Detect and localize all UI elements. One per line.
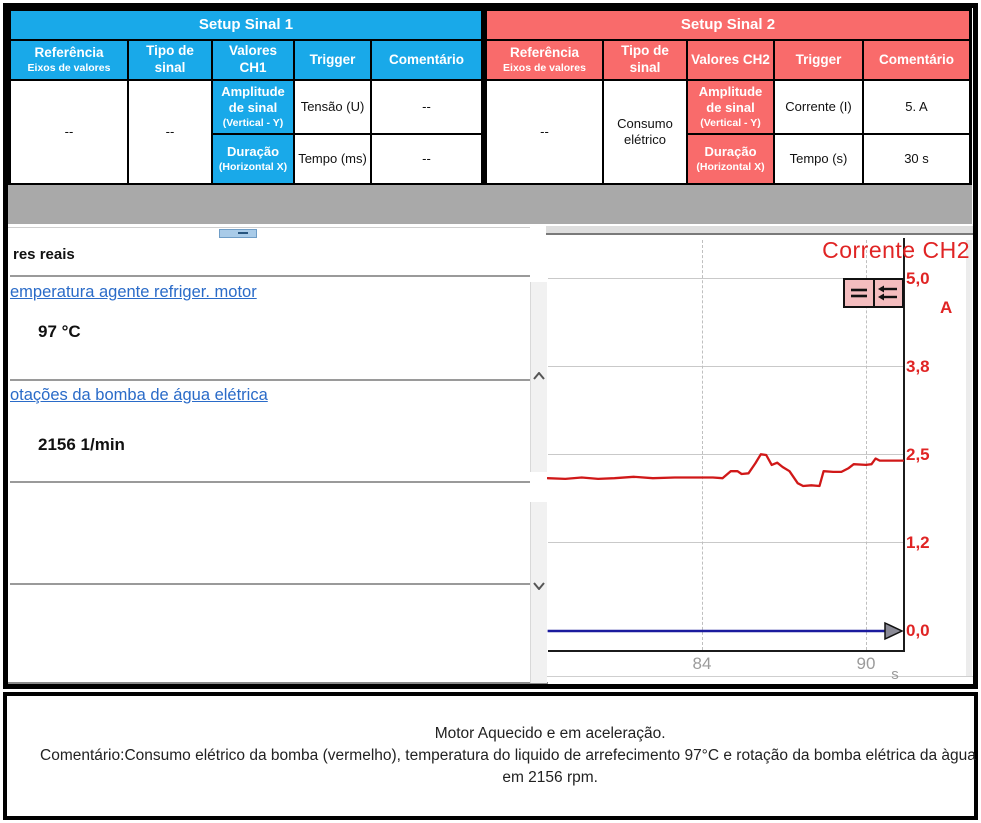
y-tick-1_2: 1,2	[906, 533, 930, 552]
y-axis-unit: A	[940, 298, 953, 317]
comment-line-3: em 2156 rpm.	[502, 769, 598, 786]
signal2-valor-duracao: 30 s	[864, 135, 969, 183]
coolant-temperature-value: 97 °C	[38, 322, 81, 341]
gridline-2_5a	[548, 454, 903, 455]
panel-separator	[10, 583, 530, 585]
signal1-ref-amplitude: Amplitude de sinal (Vertical - Y)	[213, 81, 293, 133]
panel-titlebar-fragment[interactable]	[219, 229, 257, 238]
double-left-arrows-icon	[878, 285, 898, 301]
y-tick-5: 5,0	[906, 269, 930, 288]
panel-separator	[10, 275, 530, 277]
signal2-tipo-duracao: Tempo (s)	[775, 135, 862, 183]
comment-line-2: Consumo elétrico da bomba (vermelho), te…	[124, 747, 976, 764]
signal1-header-trigger: Trigger	[295, 41, 370, 79]
signal1-comentario-value: --	[129, 81, 211, 183]
signal1-header-tipo: Tipo de sinal	[129, 41, 211, 79]
signal2-ref-amplitude: Amplitude de sinal (Vertical - Y)	[688, 81, 773, 133]
signal1-valor-amplitude: --	[372, 81, 481, 133]
x-tick-84: 84	[692, 654, 712, 673]
signal1-valor-duracao: --	[372, 135, 481, 183]
gridline-3_8a	[548, 366, 903, 367]
comment-line-1: Motor Aquecido e em aceleração.	[434, 725, 666, 742]
signal1-header-valores: Valores CH1	[213, 41, 293, 79]
zero-line-marker-arrow-icon[interactable]	[884, 621, 904, 641]
panel-bottom-border	[8, 682, 548, 684]
chart-plot	[546, 453, 905, 641]
chart-title: Corrente CH2	[822, 237, 970, 263]
signal1-header-referencia: Referência Eixos de valores	[11, 41, 127, 79]
gridline-90s	[866, 240, 867, 650]
signal2-tipo-amplitude: Corrente (I)	[775, 81, 862, 133]
gridline-5a	[548, 278, 903, 279]
y-axis-line	[903, 238, 905, 651]
horizontal-lines-icon	[850, 288, 867, 298]
signal1-trigger-value: --	[11, 81, 127, 183]
panel-heading: res reais	[13, 246, 75, 263]
gridline-84s	[702, 240, 703, 650]
setup-tables: Setup Sinal 1 Referência Eixos de valore…	[8, 8, 972, 186]
signal1-header-comentario: Comentário	[372, 41, 481, 79]
signal2-header-valores: Valores CH2	[688, 41, 773, 79]
signal1-title: Setup Sinal 1	[11, 11, 481, 39]
signal2-ref-duracao: Duração (Horizontal X)	[688, 135, 773, 183]
signal2-valor-amplitude: 5. A	[864, 81, 969, 133]
panel-separator	[10, 379, 530, 381]
x-tick-90: 90	[856, 654, 876, 673]
x-axis-line	[548, 650, 905, 652]
gridline-1_2a	[548, 542, 903, 543]
chevron-up-icon	[532, 372, 545, 380]
signal2-header-comentario: Comentário	[864, 41, 969, 79]
y-tick-2_5: 2,5	[906, 445, 930, 464]
chart-top-scroll-strip[interactable]	[546, 226, 973, 235]
signal2-header-trigger: Trigger	[775, 41, 862, 79]
scroll-down-button[interactable]	[531, 578, 546, 594]
chevron-down-icon	[532, 582, 545, 590]
panel-separator	[10, 481, 530, 483]
pan-horizontal-lines-button[interactable]	[845, 280, 873, 306]
x-axis-unit: s	[891, 666, 899, 683]
water-pump-speed-value: 2156 1/min	[38, 435, 125, 454]
chart-pan-button-group	[843, 278, 904, 308]
scroll-up-button[interactable]	[531, 368, 546, 384]
signal2-title: Setup Sinal 2	[487, 11, 969, 39]
chart-right-scroll-strip[interactable]	[966, 240, 972, 676]
y-tick-0: 0,0	[906, 621, 930, 640]
setup-signal-1-table: Setup Sinal 1 Referência Eixos de valore…	[8, 8, 484, 186]
signal2-header-referencia: Referência Eixos de valores	[487, 41, 602, 79]
signal1-ref-duracao: Duração (Horizontal X)	[213, 135, 293, 183]
gray-divider-bar	[8, 185, 972, 224]
chart-bottom-border	[546, 676, 973, 677]
coolant-temperature-link[interactable]: emperatura agente refriger. motor	[10, 283, 257, 301]
signal2-comentario-value: Consumo elétrico	[604, 81, 686, 183]
signal1-tipo-duracao: Tempo (ms)	[295, 135, 370, 183]
panel-scrollbar-thumb-gap[interactable]	[530, 472, 547, 502]
comment-text: Motor Aquecido e em aceleração. Consumo …	[124, 723, 981, 789]
y-tick-3_8: 3,8	[906, 357, 930, 376]
pan-left-arrows-button[interactable]	[874, 280, 902, 306]
water-pump-speed-link[interactable]: otações da bomba de água elétrica	[10, 386, 268, 404]
setup-signal-2-table: Setup Sinal 2 Referência Eixos de valore…	[484, 8, 972, 186]
comment-box: Comentário: Motor Aquecido e em aceleraç…	[3, 692, 978, 820]
signal2-header-tipo: Tipo de sinal	[604, 41, 686, 79]
signal2-trigger-value: --	[487, 81, 602, 183]
measured-values-panel	[8, 227, 530, 683]
signal1-tipo-amplitude: Tensão (U)	[295, 81, 370, 133]
comment-label: Comentário:	[40, 747, 125, 764]
current-curve-series	[546, 453, 905, 488]
